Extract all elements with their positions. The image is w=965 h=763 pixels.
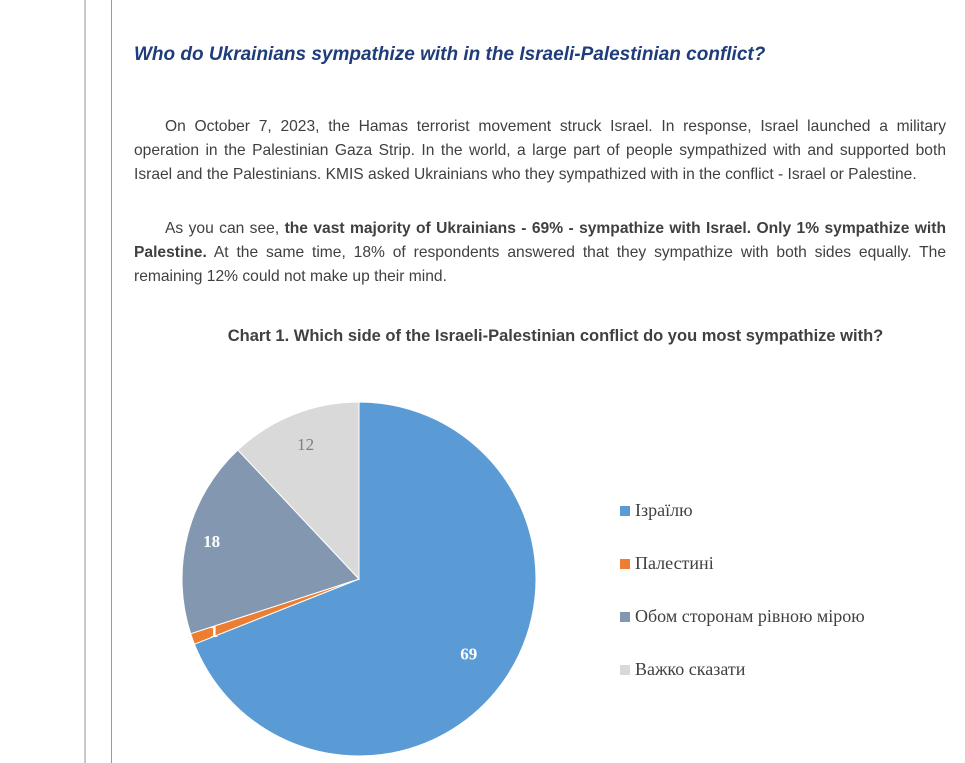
pie-slice-4: [237, 401, 360, 581]
paragraph-2-rest: At the same time, 18% of respondents ans…: [134, 244, 946, 285]
legend-label-1: Ізраїлю: [635, 500, 693, 520]
pie-slice-label-3: 18: [203, 532, 220, 551]
pie-slice-label-4: 12: [297, 435, 314, 454]
legend-swatch-1: [620, 505, 630, 516]
legend-label-4: Важко сказати: [635, 659, 746, 679]
legend-label-3: Обом сторонам рівною мірою: [635, 606, 865, 626]
paragraph-2-bold: the vast majority of Ukrainians - 69% - …: [134, 220, 946, 261]
pie-slice-3: [181, 449, 360, 635]
paragraph-2-lead: As you can see,: [165, 220, 285, 237]
article-heading: Who do Ukrainians sympathize with in the…: [134, 44, 766, 65]
legend-swatch-4: [620, 664, 630, 675]
chart-title: Chart 1. Which side of the Israeli-Pales…: [227, 327, 884, 345]
legend-item-3: Обом сторонам рівною мірою: [620, 606, 865, 627]
legend-item-1: Ізраїлю: [620, 500, 693, 521]
legend-swatch-3: [620, 611, 630, 622]
pie-slice-label-1: 69: [460, 645, 477, 664]
article-paragraph-1: On October 7, 2023, the Hamas terrorist …: [134, 118, 946, 183]
legend-item-4: Важко сказати: [620, 659, 745, 680]
page-margin-rule-outer: [84, 0, 86, 763]
page-margin-rule-inner: [111, 0, 112, 763]
legend-item-2: Палестині: [620, 553, 714, 574]
pie-slice-1: [193, 401, 537, 757]
pie-slice-label-2: 1: [210, 622, 219, 641]
legend-swatch-2: [620, 558, 630, 569]
legend-label-2: Палестині: [635, 553, 714, 573]
article-paragraph-2: As you can see, the vast majority of Ukr…: [134, 217, 946, 289]
